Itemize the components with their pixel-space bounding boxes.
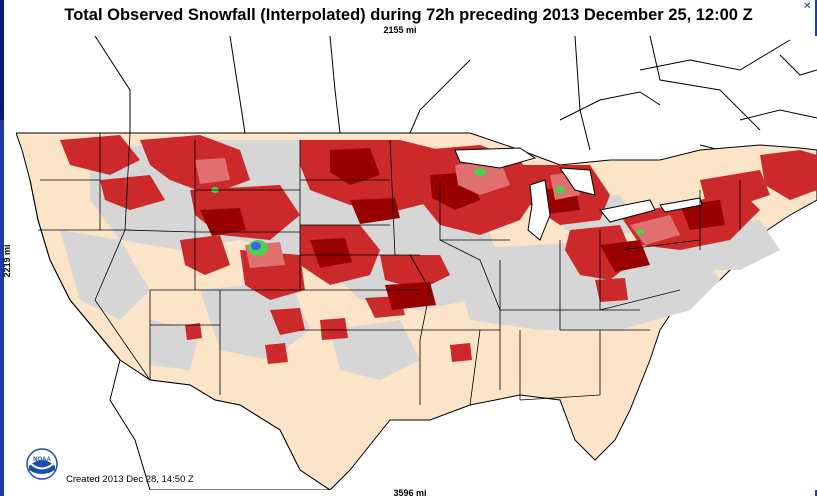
coastline xyxy=(29,179,121,361)
heavy-snow-areas xyxy=(211,168,644,256)
noaa-logo-text: NOAA xyxy=(33,457,51,463)
created-timestamp: Created 2013 Dec 28, 14:50 Z xyxy=(66,474,194,485)
window-edge-left xyxy=(0,0,4,496)
great-lakes xyxy=(454,147,703,241)
map-bottom-label: 3596 mi xyxy=(393,488,427,498)
noaa-logo: NOAA xyxy=(26,448,58,480)
map-width-label: 2155 mi xyxy=(383,25,417,35)
mexico-landmass xyxy=(109,359,331,490)
snowfall-map xyxy=(16,36,817,490)
state-borders xyxy=(16,132,741,406)
close-icon[interactable]: ✕ xyxy=(803,1,812,12)
map-height-label: 2219 mi xyxy=(2,244,12,278)
window-edge-left-top xyxy=(0,0,4,120)
map-title: Total Observed Snowfall (Interpolated) d… xyxy=(64,6,753,24)
